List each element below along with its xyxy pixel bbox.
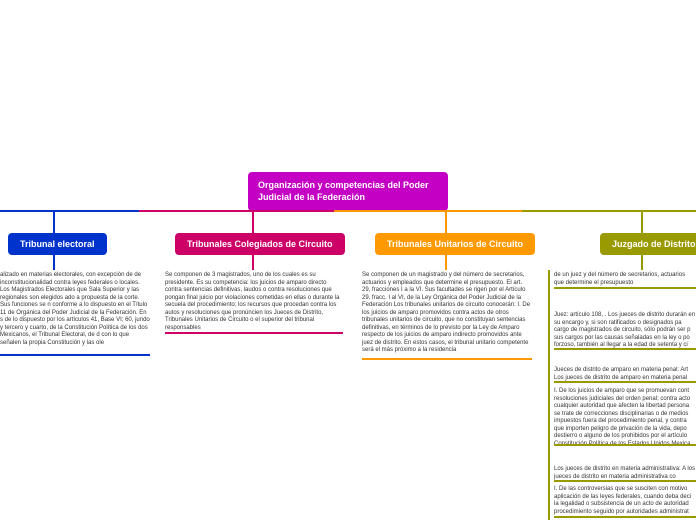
connector [445,210,447,233]
text-juzgado-4: I. De los juicios de amparo que se promu… [554,388,696,448]
text-juzgado-1: de un juez y del número de secretarios, … [554,272,696,287]
underline [554,444,696,446]
text-tribunal-electoral: alizado en materias electorales, con exc… [0,272,150,347]
connector [53,210,55,233]
connector [252,250,254,270]
text-juzgado-5: Los jueces de distrito en materia admini… [554,466,696,481]
connector [252,210,254,233]
underline [0,354,150,356]
underline [362,358,532,360]
underline [554,348,696,350]
connector [641,250,643,270]
text-tribunales-colegiados: Se componen de 3 magistrados, uno de los… [165,272,343,332]
connector [53,250,55,270]
connector [0,210,696,212]
underline [554,287,696,289]
branch-tribunal-electoral: Tribunal electoral [8,233,107,255]
text-juzgado-3: Jueces de distrito de amparo en materia … [554,367,696,382]
underline [554,516,696,518]
connector [445,250,447,270]
branch-tribunales-colegiados: Tribunales Colegiados de Circuito [175,233,345,255]
text-juzgado-6: I. De las controversias que se susciten … [554,486,696,516]
connector [641,210,643,233]
text-tribunales-unitarios: Se componen de un magistrado y del númer… [362,272,532,355]
underline [554,381,696,383]
branch-juzgado-distrito: Juzgado de Distrito [600,233,696,255]
underline [165,332,343,334]
connector [548,270,550,520]
underline [554,480,696,482]
connector [347,202,349,210]
text-juzgado-2: Juez: artículo 108, . Los jueces de dist… [554,312,696,350]
branch-tribunales-unitarios: Tribunales Unitarios de Circuito [375,233,535,255]
